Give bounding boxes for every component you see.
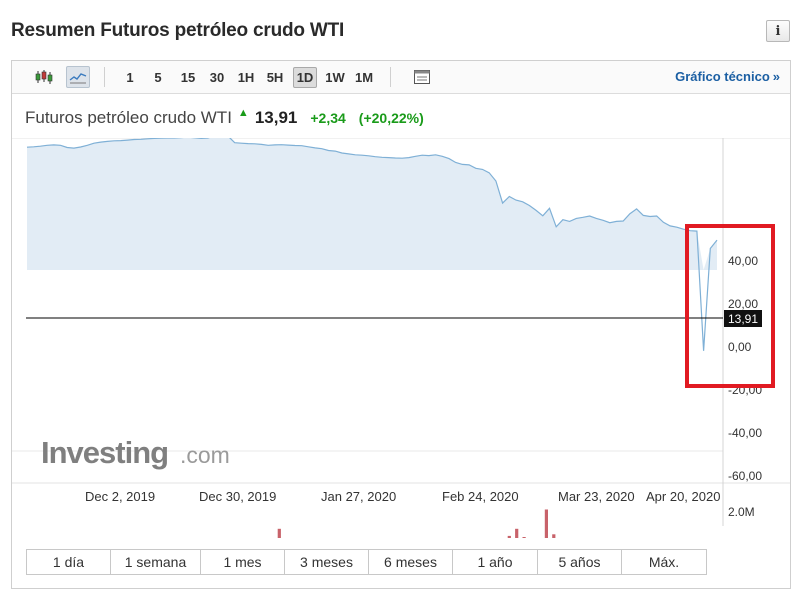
volume-axis: 2.0M 0 (728, 505, 755, 519)
range-max[interactable]: Máx. (622, 550, 706, 574)
current-price-badge: 13,91 (724, 310, 762, 327)
timeframe-1d[interactable]: 1D (293, 67, 317, 88)
toolbar-divider (390, 67, 391, 87)
technical-chart-label: Gráfico técnico (675, 69, 770, 84)
x-tick-label: Mar 23, 2020 (558, 489, 635, 504)
range-1-year[interactable]: 1 año (453, 550, 538, 574)
x-tick-label: Feb 24, 2020 (442, 489, 519, 504)
price-change-percent: (+20,22%) (358, 110, 424, 126)
chart-panel: 1 5 15 30 1H 5H 1D 1W 1M Gráfico técnico… (11, 60, 791, 589)
timeframe-1h[interactable]: 1H (237, 70, 255, 85)
line-chart-icon[interactable] (66, 66, 90, 88)
y-axis: 40,00 20,00 0,00 -20,00 -40,00 -60,00 (728, 254, 762, 483)
timeframe-15[interactable]: 15 (180, 70, 196, 85)
range-5-years[interactable]: 5 años (538, 550, 622, 574)
timeframe-5[interactable]: 5 (154, 70, 162, 85)
range-1-month[interactable]: 1 mes (201, 550, 285, 574)
x-tick-label: Dec 2, 2019 (85, 489, 155, 504)
volume-bar (522, 537, 526, 538)
range-3-months[interactable]: 3 meses (285, 550, 369, 574)
x-axis: Dec 2, 2019 Dec 30, 2019 Jan 27, 2020 Fe… (85, 489, 720, 504)
highlight-box (685, 224, 775, 388)
volume-max-label: 2.0M (728, 505, 755, 519)
volume-bar (515, 528, 519, 538)
price-change: +2,34 (310, 110, 346, 126)
timeframe-5h[interactable]: 5H (266, 70, 284, 85)
volume-bar (507, 535, 511, 538)
watermark-light: .com (180, 442, 230, 468)
x-tick-label: Apr 20, 2020 (646, 489, 720, 504)
instrument-name: Futuros petróleo crudo WTI (25, 108, 232, 127)
arrow-up-icon: ▲ (237, 107, 249, 119)
timeframe-1w[interactable]: 1W (325, 70, 345, 85)
range-6-months[interactable]: 6 meses (369, 550, 453, 574)
y-tick-label: -60,00 (728, 469, 762, 483)
current-price-label: 13,91 (728, 312, 758, 326)
timeframe-1[interactable]: 1 (126, 70, 134, 85)
price-area (27, 138, 717, 270)
info-icon[interactable]: i (766, 20, 790, 42)
watermark-bold: Investing (41, 435, 168, 470)
chart-toolbar: 1 5 15 30 1H 5H 1D 1W 1M Gráfico técnico… (12, 61, 790, 94)
range-1-day[interactable]: 1 día (27, 550, 111, 574)
chart-gridlines (12, 138, 790, 526)
volume-bars (277, 509, 556, 538)
volume-bar (552, 534, 556, 538)
candlestick-icon[interactable] (32, 66, 56, 88)
price-chart[interactable]: Investing .com 40,00 20,00 0,00 -20,00 -… (12, 138, 790, 538)
price-line (26, 138, 718, 351)
technical-chart-link[interactable]: Gráfico técnico» (675, 69, 780, 84)
y-tick-label: 0,00 (728, 340, 752, 354)
timeframe-1m[interactable]: 1M (354, 70, 374, 85)
layout-icon[interactable] (410, 66, 434, 88)
toolbar-divider (104, 67, 105, 87)
page-title: Resumen Futuros petróleo crudo WTI (11, 20, 345, 41)
last-price: 13,91 (254, 108, 298, 127)
y-tick-label: 20,00 (728, 297, 758, 311)
range-1-week[interactable]: 1 semana (111, 550, 201, 574)
timeframe-30[interactable]: 30 (209, 70, 225, 85)
quote-header: Futuros petróleo crudo WTI ▲ 13,91 +2,34… (25, 107, 424, 130)
range-selector: 1 día 1 semana 1 mes 3 meses 6 meses 1 a… (26, 549, 707, 575)
watermark: Investing .com (41, 435, 230, 470)
volume-bar (544, 509, 548, 538)
y-tick-label: 40,00 (728, 254, 758, 268)
volume-bar (277, 528, 281, 538)
double-chevron-right-icon: » (772, 69, 780, 84)
x-tick-label: Dec 30, 2019 (199, 489, 276, 504)
x-tick-label: Jan 27, 2020 (321, 489, 396, 504)
y-tick-label: -40,00 (728, 426, 762, 440)
